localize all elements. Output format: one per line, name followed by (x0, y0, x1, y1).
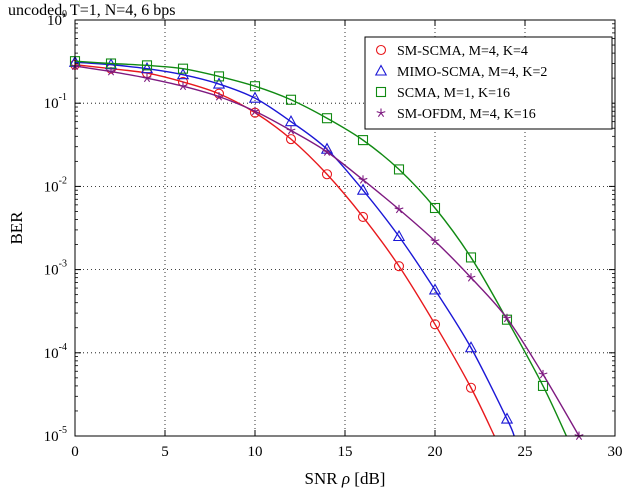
data-point (393, 261, 405, 272)
grid-lines (75, 20, 615, 436)
axis-ticks: 0 5 10 15 20 25 30 100 10-1 10-2 10-3 10-4 10-5 (44, 9, 623, 460)
series-lines (68, 55, 584, 440)
data-point (357, 135, 369, 146)
data-point (249, 81, 261, 92)
data-point (394, 204, 404, 214)
y-axis-title: BER (7, 211, 26, 245)
x-tick-label: 15 (338, 444, 353, 460)
y-tick-label: 10-2 (44, 175, 67, 195)
legend-marker (374, 64, 388, 76)
data-point (286, 125, 296, 135)
x-tick-label: 5 (161, 444, 169, 460)
data-point (358, 175, 368, 184)
data-point (106, 67, 116, 76)
x-tick-label: 0 (71, 444, 79, 460)
series-line (74, 61, 515, 437)
data-point (250, 106, 260, 116)
data-point (465, 382, 477, 393)
data-point (214, 92, 224, 101)
legend: SM-SCMA, M=4, K=4 MIMO-SCMA, M=4, K=2 SCMA… (364, 36, 613, 130)
data-point (321, 169, 333, 180)
data-point (428, 283, 442, 295)
legend-marker (376, 108, 386, 117)
data-point (464, 341, 478, 353)
legend-label: SM-OFDM, M=4, K=16 (397, 107, 536, 122)
data-point (429, 319, 441, 330)
x-tick-label: 30 (608, 444, 623, 460)
data-point (142, 73, 152, 83)
data-point (500, 412, 514, 424)
data-point (285, 94, 297, 105)
chart-title: uncoded, T=1, N=4, 6 bps (8, 2, 176, 19)
legend-marker (375, 86, 387, 98)
y-tick-label: 10-3 (44, 259, 67, 279)
legend-label: SCMA, M=1, K=16 (397, 86, 510, 101)
data-point (429, 202, 441, 214)
y-tick-label: 10-5 (44, 425, 67, 445)
x-tick-label: 20 (428, 444, 443, 460)
legend-box (364, 36, 613, 130)
data-point (322, 147, 332, 156)
series-4 (70, 61, 584, 440)
data-point (502, 313, 512, 323)
data-point (213, 88, 225, 99)
data-point (177, 63, 189, 74)
x-tick-label: 10 (248, 444, 263, 460)
data-point (392, 229, 406, 242)
data-point (176, 68, 190, 80)
data-point (538, 369, 548, 379)
data-point (248, 91, 262, 103)
data-point (356, 183, 370, 195)
data-point (321, 113, 333, 124)
y-tick-label: 10-4 (44, 342, 67, 362)
data-point (320, 142, 334, 154)
data-point (430, 236, 440, 246)
data-point (537, 380, 549, 391)
legend-label: SM-SCMA, M=4, K=4 (397, 44, 528, 59)
data-point (284, 115, 298, 127)
series-line (74, 60, 568, 437)
data-point (213, 71, 225, 82)
data-point (178, 81, 188, 91)
data-point (212, 77, 226, 89)
y-tick-label: 100 (47, 9, 67, 29)
y-tick-label: 10-1 (44, 92, 67, 112)
data-point (285, 134, 297, 145)
x-axis-title: SNR ρ [dB] (305, 469, 386, 488)
x-tick-label: 25 (518, 444, 533, 460)
data-point (465, 252, 477, 263)
legend-label: MIMO-SCMA, M=4, K=2 (397, 65, 547, 80)
data-point (393, 164, 405, 175)
legend-marker (375, 44, 387, 56)
data-point (466, 273, 476, 282)
data-point (357, 211, 369, 222)
data-point (140, 62, 154, 74)
data-point (141, 60, 153, 71)
